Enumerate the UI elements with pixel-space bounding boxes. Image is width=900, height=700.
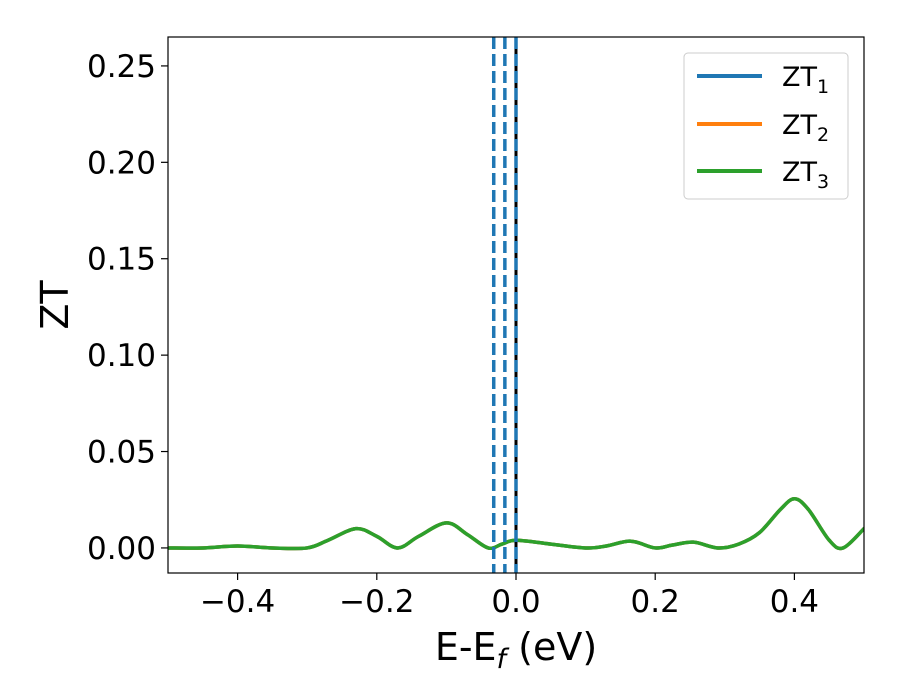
legend-box <box>683 52 849 200</box>
x-axis-label: E-Ef (eV) <box>435 625 597 675</box>
x-axis: −0.4 −0.2 0.0 0.2 0.4 <box>200 573 819 620</box>
x-tick-label: −0.4 <box>200 584 275 620</box>
x-axis-label-main: E-E <box>435 625 497 669</box>
y-tick-label: 0.05 <box>87 435 156 471</box>
x-tick-label: 0.4 <box>770 584 819 620</box>
plot-area <box>168 37 864 573</box>
x-tick-label: 0.2 <box>631 584 680 620</box>
y-tick-label: 0.15 <box>87 242 156 278</box>
legend-label-zt1: ZT1 <box>782 62 829 98</box>
x-tick-label: 0.0 <box>491 584 540 620</box>
series-line-zt3 <box>168 497 864 551</box>
x-axis-label-unit: (eV) <box>506 625 597 669</box>
y-tick-label: 0.25 <box>87 49 156 85</box>
legend-label-zt3: ZT3 <box>782 157 829 193</box>
x-tick-label: −0.2 <box>339 584 414 620</box>
legend-label-zt2: ZT2 <box>782 110 829 146</box>
y-tick-label: 0.00 <box>87 531 156 567</box>
legend: ZT1 ZT2 ZT3 <box>683 52 849 200</box>
y-tick-label: 0.20 <box>87 145 156 181</box>
y-axis-label: ZT <box>33 280 77 330</box>
y-axis: 0.00 0.05 0.10 0.15 0.20 0.25 <box>87 49 168 567</box>
y-tick-label: 0.10 <box>87 338 156 374</box>
